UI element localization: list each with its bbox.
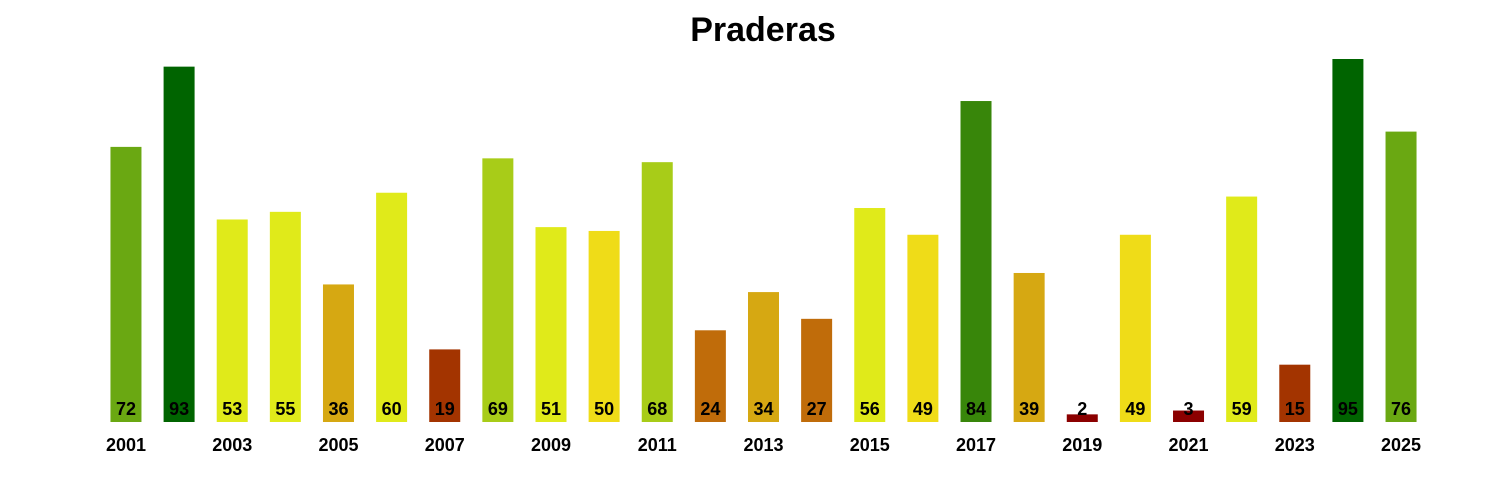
value-label: 56 (860, 399, 880, 419)
value-label: 49 (913, 399, 933, 419)
value-label: 84 (966, 399, 986, 419)
bar (588, 230, 620, 422)
value-label: 53 (222, 399, 242, 419)
x-tick-label: 2009 (531, 435, 571, 455)
x-tick-label: 2021 (1169, 435, 1209, 455)
bar (1332, 59, 1364, 422)
bar (376, 192, 408, 422)
bar (163, 66, 195, 423)
value-label: 50 (594, 399, 614, 419)
bar (482, 158, 514, 423)
value-label: 3 (1184, 399, 1194, 419)
value-label: 68 (647, 399, 667, 419)
value-label: 36 (328, 399, 348, 419)
x-tick-label: 2011 (638, 435, 677, 455)
bar (1119, 234, 1151, 422)
bar (748, 292, 779, 422)
value-label: 51 (541, 399, 561, 419)
value-label: 49 (1125, 399, 1145, 419)
chart-title: Praderas (690, 11, 836, 49)
value-label: 72 (116, 399, 136, 419)
x-tick-label: 2005 (318, 435, 358, 455)
value-label: 93 (169, 399, 189, 419)
value-label: 39 (1019, 399, 1039, 419)
x-tick-label: 2019 (1062, 435, 1102, 455)
bar (110, 146, 142, 422)
value-label: 2 (1077, 399, 1087, 419)
bar (907, 234, 939, 422)
value-label: 27 (807, 399, 827, 419)
bar (322, 284, 354, 422)
bar (694, 330, 726, 422)
x-tick-label: 2013 (743, 435, 783, 455)
value-label: 55 (275, 399, 295, 419)
bar (1385, 131, 1417, 422)
bar (854, 208, 886, 422)
bar (1279, 364, 1311, 422)
value-label: 60 (382, 399, 402, 419)
x-tick-label: 2025 (1381, 435, 1421, 455)
value-label: 34 (753, 399, 773, 419)
bar (1173, 410, 1205, 422)
value-label: 19 (435, 399, 455, 419)
bar (641, 162, 673, 422)
bar (535, 227, 567, 422)
value-label: 59 (1232, 399, 1252, 419)
x-tick-label: 2017 (956, 435, 996, 455)
x-tick-label: 2023 (1275, 435, 1315, 455)
x-tick-label: 2007 (425, 435, 465, 455)
bar (269, 211, 301, 422)
bar (429, 349, 461, 422)
x-tick-label: 2003 (212, 435, 252, 455)
bar (1013, 272, 1045, 422)
x-tick-label: 2015 (850, 435, 890, 455)
value-label: 95 (1338, 399, 1358, 419)
bar (1226, 196, 1258, 422)
x-tick-label: 2001 (106, 435, 146, 455)
bar (960, 101, 992, 422)
value-label: 24 (700, 399, 720, 419)
bar (1066, 414, 1098, 422)
value-label: 76 (1391, 399, 1411, 419)
value-label: 15 (1285, 399, 1305, 419)
bar (801, 318, 833, 422)
value-label: 69 (488, 399, 508, 419)
bar (216, 219, 248, 422)
